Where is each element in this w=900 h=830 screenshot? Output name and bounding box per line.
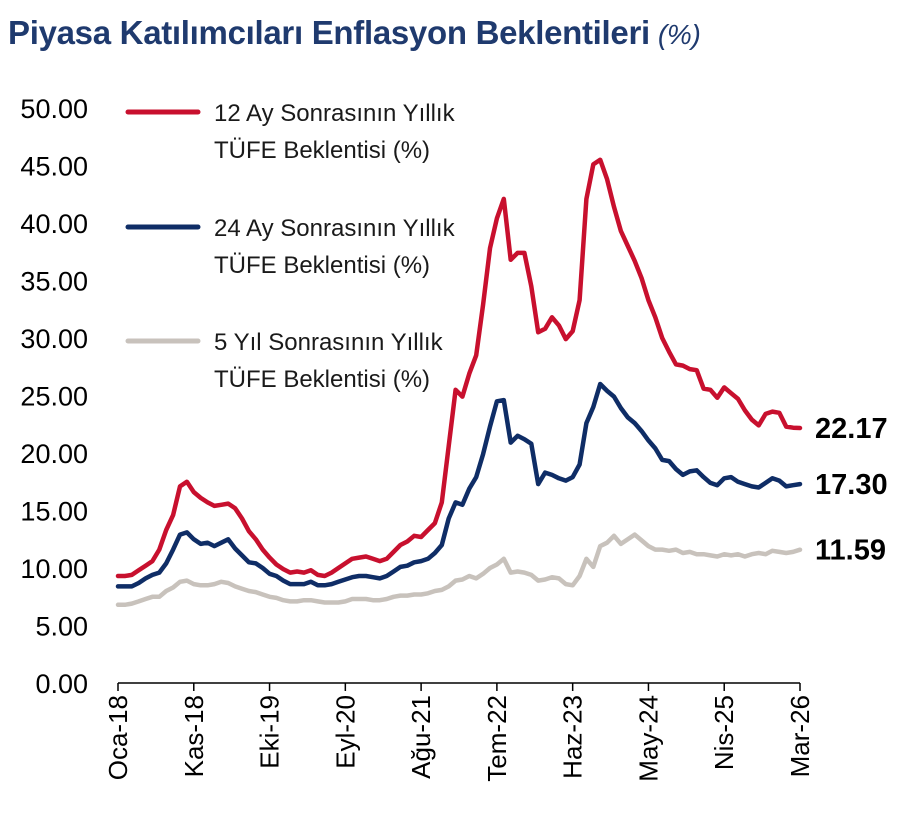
x-tick-label: Oca-18 (103, 695, 133, 780)
y-tick-label: 20.00 (20, 439, 88, 469)
x-tick-label: Mar-26 (785, 695, 815, 777)
x-tick-label: Haz-23 (558, 695, 588, 779)
series-line-3 (115, 532, 803, 608)
chart-title-text: Piyasa Katılımcıları Enflasyon Beklentil… (8, 14, 650, 51)
y-tick-label: 35.00 (20, 267, 88, 297)
y-tick-label: 40.00 (20, 209, 88, 239)
y-tick-label: 15.00 (20, 497, 88, 527)
legend-label-3: 5 Yıl Sonrasının Yıllık (214, 329, 444, 356)
x-tick-label: Ağu-21 (406, 695, 436, 779)
chart-title-unit: (%) (657, 19, 701, 50)
legend-label-1-cont: TÜFE Beklentisi (%) (214, 137, 430, 164)
legend: 12 Ay Sonrasının Yıllık TÜFE Beklentisi (… (125, 100, 456, 393)
end-value-label-3: 11.59 (815, 535, 886, 567)
legend-label-1: 12 Ay Sonrasının Yıllık (214, 100, 456, 127)
end-value-label-2: 17.30 (815, 469, 888, 501)
y-tick-label: 45.00 (20, 152, 88, 182)
x-axis: Oca-18 Kas-18 Eki-19 Eyl-20 Ağu-21 Tem-22 Haz-… (103, 682, 815, 782)
x-tick-label: Tem-22 (482, 695, 512, 782)
series-group (115, 157, 803, 608)
chart-title: Piyasa Katılımcıları Enflasyon Beklentil… (8, 14, 701, 52)
x-tick-label: Eki-19 (255, 695, 285, 769)
y-tick-label: 0.00 (35, 669, 88, 699)
x-tick-label: Nis-25 (709, 695, 739, 770)
y-tick-label: 25.00 (20, 382, 88, 412)
x-tick-label: Eyl-20 (330, 695, 360, 769)
x-tick-label: May-24 (633, 695, 663, 782)
legend-label-2-cont: TÜFE Beklentisi (%) (214, 252, 430, 279)
y-tick-label: 5.00 (35, 612, 88, 642)
series-line-2 (115, 381, 803, 589)
legend-label-3-cont: TÜFE Beklentisi (%) (214, 366, 430, 393)
end-labels: 22.17 17.30 11.59 (815, 413, 888, 567)
y-tick-label: 30.00 (20, 324, 88, 354)
y-tick-label: 50.00 (20, 94, 88, 124)
y-tick-label: 10.00 (20, 554, 88, 584)
y-axis: 0.00 5.00 10.00 15.00 20.00 25.00 30.00 35.00 40… (20, 94, 88, 699)
series-line-1 (115, 157, 803, 579)
legend-label-2: 24 Ay Sonrasının Yıllık (214, 215, 456, 242)
x-tick-label: Kas-18 (179, 695, 209, 777)
end-value-label-1: 22.17 (815, 413, 888, 445)
